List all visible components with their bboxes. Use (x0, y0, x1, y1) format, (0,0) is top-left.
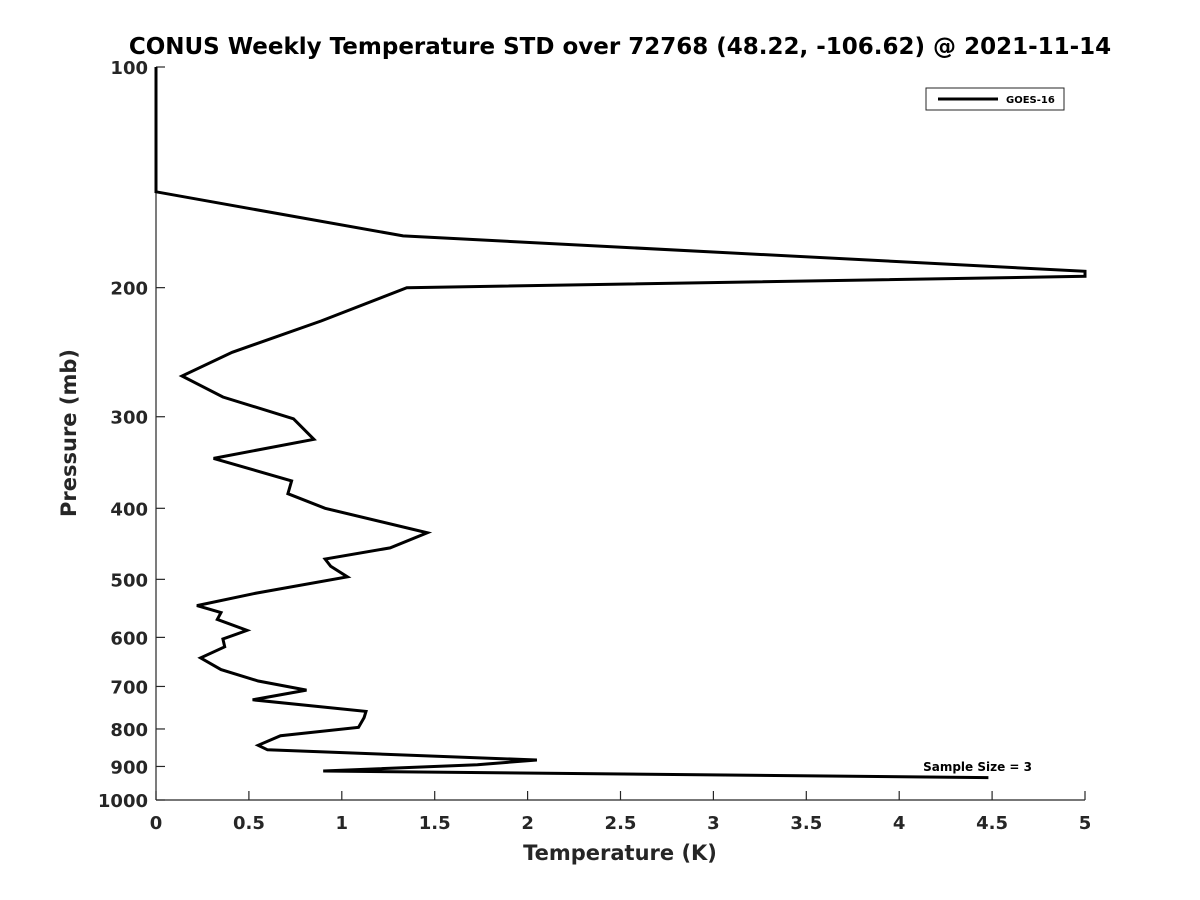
y-tick-label: 200 (110, 279, 148, 300)
y-tick-label: 400 (110, 499, 148, 520)
y-tick-label: 100 (110, 58, 148, 79)
x-tick-label: 4.5 (976, 813, 1008, 834)
x-tick-label: 1 (336, 813, 349, 834)
x-tick-label: 0.5 (233, 813, 265, 834)
y-tick-label: 600 (110, 628, 148, 649)
y-tick-label: 500 (110, 570, 148, 591)
chart-title: CONUS Weekly Temperature STD over 72768 … (129, 34, 1111, 60)
y-tick-label: 900 (110, 757, 148, 778)
x-tick-label: 3.5 (790, 813, 822, 834)
series-layer (154, 67, 1087, 780)
x-tick-label: 2 (521, 813, 534, 834)
legend: GOES-16 (925, 87, 1065, 111)
sample-size-annotation: Sample Size = 3 (923, 760, 1032, 774)
y-tick-label: 1000 (98, 791, 148, 812)
x-axis-label: Temperature (K) (523, 841, 717, 865)
series-line-goes-16 (154, 67, 1087, 780)
y-ticks: 100 200 300 400 500 600 700 800 900 1000 (98, 58, 165, 812)
x-tick-label: 5 (1079, 813, 1092, 834)
y-tick-label: 800 (110, 720, 148, 741)
x-tick-label: 0 (150, 813, 163, 834)
x-tick-label: 1.5 (419, 813, 451, 834)
x-tick-label: 3 (707, 813, 720, 834)
y-axis-label: Pressure (mb) (57, 349, 81, 517)
x-tick-label: 2.5 (605, 813, 637, 834)
y-tick-label: 300 (110, 408, 148, 429)
x-tick-label: 4 (893, 813, 906, 834)
x-ticks: 0 0.5 1 1.5 2 2.5 3 3.5 4 4.5 5 (150, 791, 1092, 834)
legend-label: GOES-16 (1006, 95, 1055, 106)
y-tick-label: 700 (110, 677, 148, 698)
